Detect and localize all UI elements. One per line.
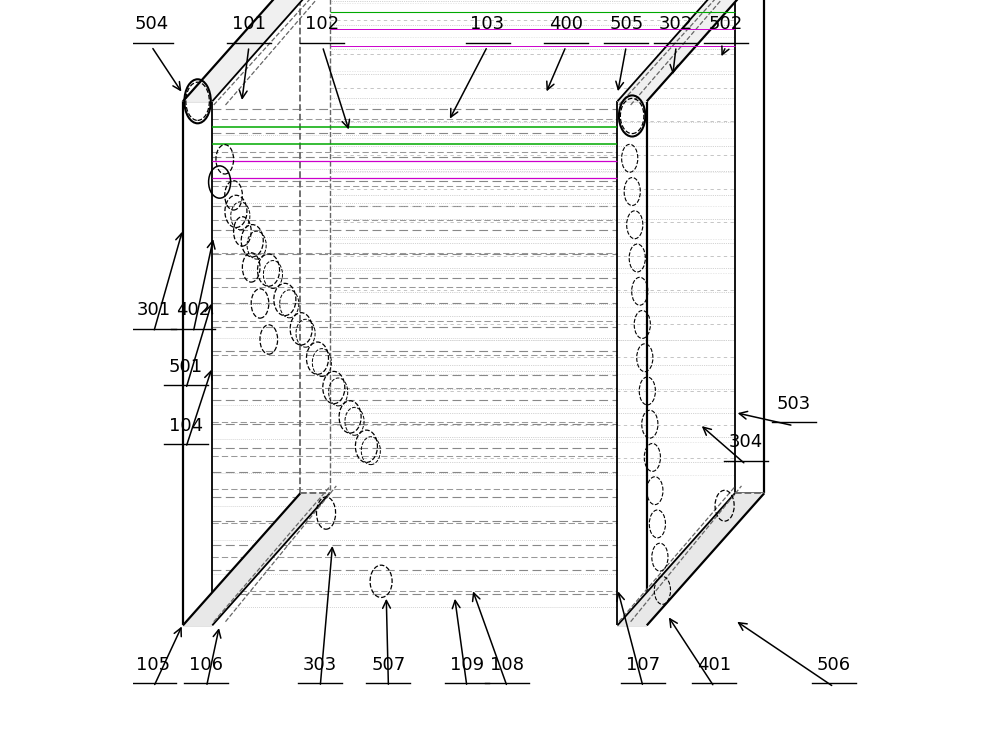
Text: 505: 505 — [609, 15, 643, 33]
Text: 101: 101 — [232, 15, 266, 33]
Text: 109: 109 — [450, 655, 484, 674]
Text: 304: 304 — [729, 433, 763, 451]
Polygon shape — [617, 0, 764, 101]
Text: 102: 102 — [305, 15, 339, 33]
Text: 107: 107 — [626, 655, 660, 674]
Text: 501: 501 — [169, 357, 203, 376]
Text: 503: 503 — [776, 394, 811, 413]
Text: 303: 303 — [303, 655, 337, 674]
Text: 103: 103 — [470, 15, 505, 33]
Text: 502: 502 — [709, 15, 743, 33]
Text: 507: 507 — [371, 655, 406, 674]
Text: 506: 506 — [817, 655, 851, 674]
Text: 105: 105 — [136, 655, 171, 674]
Text: 104: 104 — [169, 416, 203, 435]
Text: 301: 301 — [136, 301, 171, 319]
Text: 504: 504 — [134, 15, 168, 33]
Polygon shape — [617, 493, 764, 625]
Text: 401: 401 — [697, 655, 731, 674]
Text: 302: 302 — [659, 15, 693, 33]
Polygon shape — [183, 0, 330, 101]
Text: 106: 106 — [189, 655, 223, 674]
Polygon shape — [183, 493, 330, 625]
Text: 108: 108 — [490, 655, 524, 674]
Text: 400: 400 — [549, 15, 583, 33]
Text: 402: 402 — [176, 301, 210, 319]
